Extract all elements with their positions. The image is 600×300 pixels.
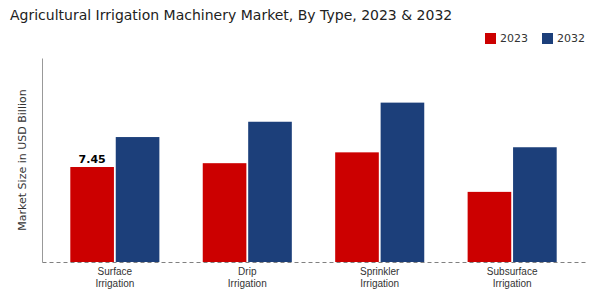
x-axis-line (43, 262, 586, 263)
x-tick-label-line: Irrigation (228, 278, 267, 289)
bar-series (116, 103, 557, 262)
plot-area: SurfaceIrrigationDripIrrigationSprinkler… (43, 59, 586, 289)
x-tick: SubsurfaceIrrigation (487, 262, 538, 289)
legend-swatch (542, 33, 553, 44)
legend-label: 2032 (557, 32, 585, 45)
chart-svg: SurfaceIrrigationDripIrrigationSprinkler… (0, 0, 600, 300)
x-tick: SurfaceIrrigation (95, 262, 134, 289)
x-tick: DripIrrigation (228, 262, 267, 289)
x-tick-label: DripIrrigation (228, 266, 267, 289)
bar (335, 152, 379, 262)
bar (468, 192, 512, 262)
bar (203, 163, 247, 262)
legend: 2023 2032 (485, 32, 585, 45)
annotation: 7.45 (79, 153, 106, 166)
legend-item: 2023 (485, 32, 528, 45)
x-tick-label: SurfaceIrrigation (95, 266, 134, 289)
y-label: Market Size in USD Billion (16, 89, 29, 230)
x-tick-label-line: Irrigation (493, 278, 532, 289)
x-tick-label-line: Surface (98, 266, 133, 277)
bar (248, 122, 292, 262)
x-tick-label-line: Sprinkler (360, 266, 400, 277)
bar (116, 137, 160, 262)
chart-container: SurfaceIrrigationDripIrrigationSprinkler… (0, 0, 600, 300)
x-tick-label-line: Irrigation (95, 278, 134, 289)
bar (381, 103, 425, 262)
title: Agricultural Irrigation Machinery Market… (10, 7, 452, 23)
x-tick-label: SprinklerIrrigation (360, 266, 400, 289)
legend-label: 2023 (500, 32, 528, 45)
bar (513, 147, 557, 262)
legend-item: 2032 (542, 32, 585, 45)
x-tick-label-line: Drip (238, 266, 257, 277)
y-axis-line (42, 59, 43, 263)
x-tick: SprinklerIrrigation (360, 262, 400, 289)
x-tick-label-line: Subsurface (487, 266, 538, 277)
x-axis: SurfaceIrrigationDripIrrigationSprinkler… (43, 262, 586, 289)
y-axis (42, 59, 43, 263)
bar (70, 167, 114, 262)
x-tick-label: SubsurfaceIrrigation (487, 266, 538, 289)
legend-swatch (485, 33, 496, 44)
x-tick-label-line: Irrigation (360, 278, 399, 289)
bars (70, 103, 556, 262)
